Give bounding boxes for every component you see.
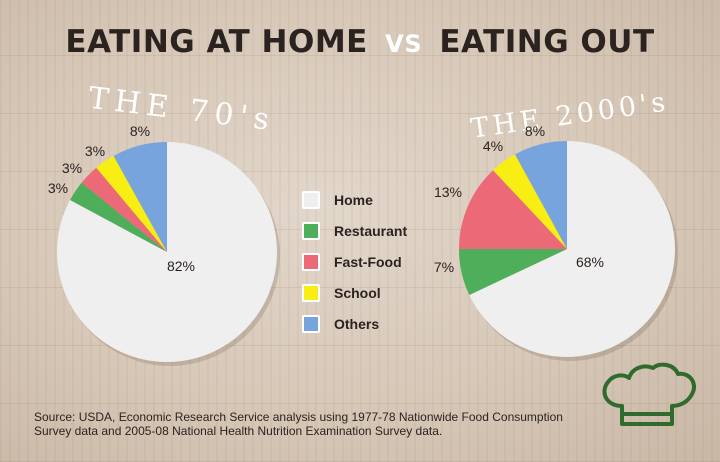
chart-title: EATING AT HOME VS EATING OUT [0, 24, 720, 60]
pie-label-70s-school: 3% [85, 143, 105, 159]
legend-label-restaurant: Restaurant [334, 223, 408, 239]
pie-2000s: 68% 7% 13% 4% 8% [434, 123, 678, 361]
pie-slice-2000s-home [469, 141, 675, 357]
legend-label-home: Home [334, 192, 373, 208]
legend-item-school: School [302, 279, 407, 307]
pie-label-2000s-restaurant: 7% [434, 259, 454, 275]
pie-slice-2000s-school [493, 154, 567, 249]
pie-slice-70s-school [96, 155, 167, 252]
legend-item-restaurant: Restaurant [302, 217, 407, 245]
legend-swatch-restaurant [302, 222, 320, 240]
legend-label-school: School [334, 285, 381, 301]
pie-slice-70s-others [113, 142, 167, 252]
pie-slice-70s-fast-food [81, 167, 167, 252]
pie-label-2000s-home: 68% [576, 254, 604, 270]
legend: Home Restaurant Fast-Food School Others [302, 186, 407, 341]
pie-70s: 82%3%3%3%8% [48, 123, 280, 366]
legend-swatch-others [302, 315, 320, 333]
pie-label-70s-fast-food: 3% [62, 160, 82, 176]
title-part-out: EATING OUT [439, 24, 655, 60]
legend-item-others: Others [302, 310, 407, 338]
pie-label-2000s-fast-food: 13% [434, 184, 462, 200]
pie-slice-2000s-fast-food [459, 170, 567, 249]
title-part-home: EATING AT HOME [65, 24, 368, 60]
pie-slice-2000s-others [514, 141, 567, 249]
chef-hat-icon [602, 362, 697, 426]
pie-label-70s-home: 82% [167, 258, 195, 274]
pie-slice-2000s-restaurant [459, 249, 567, 295]
source-note: Source: USDA, Economic Research Service … [34, 410, 563, 438]
legend-item-fast-food: Fast-Food [302, 248, 407, 276]
title-vs: VS [385, 30, 423, 58]
legend-swatch-home [302, 191, 320, 209]
legend-label-fast-food: Fast-Food [334, 254, 402, 270]
pie-slice-70s-restaurant [70, 182, 167, 252]
pie-label-2000s-others: 8% [525, 123, 545, 139]
pie-label-70s-others: 8% [130, 123, 150, 139]
pie-slice-70s-home [56, 142, 278, 362]
legend-swatch-fast-food [302, 253, 320, 271]
legend-swatch-school [302, 284, 320, 302]
pie-label-70s-restaurant: 3% [48, 180, 68, 196]
legend-label-others: Others [334, 316, 380, 332]
pie-label-2000s-school: 4% [483, 138, 503, 154]
legend-item-home: Home [302, 186, 407, 214]
